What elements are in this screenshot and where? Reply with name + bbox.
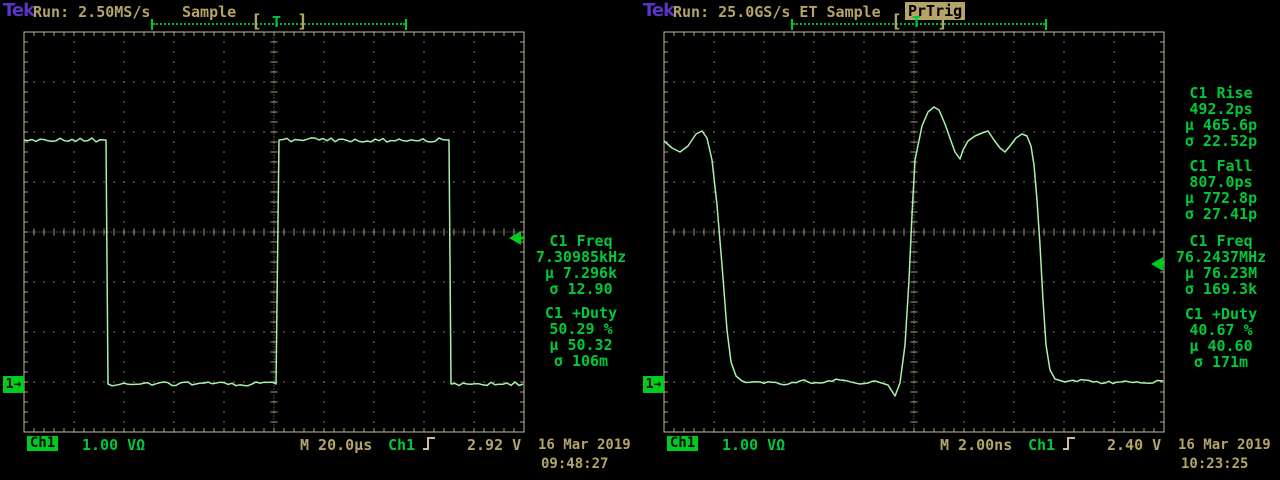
horizontal-scale: M 20.0μs: [300, 436, 373, 454]
scope-right: Tek Run: 25.0GS/s ET Sample PrTrig [ T ]…: [640, 0, 1280, 480]
measurement-value: 76.2437MHz: [1175, 248, 1267, 266]
measurement-value: 807.0ps: [1189, 173, 1253, 191]
vertical-scale: 1.00 VΩ: [82, 436, 146, 454]
channel1-badge: Ch1: [667, 436, 698, 451]
rising-edge-slope-icon: [1063, 437, 1075, 450]
measurement-c1-fall: C1 Fall 807.0ps μ 772.8p σ 27.41p: [1164, 158, 1278, 222]
measurement-mean: μ 7.296k: [544, 264, 618, 282]
record-window-bracket-left: [: [251, 11, 262, 32]
record-window-bracket-left: [: [891, 11, 902, 32]
acquisition-status: Run: 25.0GS/s ET Sample: [673, 3, 881, 21]
acquisition-mode: Sample: [182, 3, 237, 21]
measurement-label: C1 +Duty: [544, 304, 618, 322]
measurement-label: C1 +Duty: [1184, 305, 1258, 323]
record-bar-right-end: [405, 19, 407, 30]
tek-logo: Tek: [643, 0, 675, 21]
measurement-sigma: σ 171m: [1193, 353, 1249, 371]
trigger-level: 2.92 V: [467, 436, 522, 454]
measurement-mean: μ 76.23M: [1184, 264, 1258, 282]
measurement-label: C1 Fall: [1189, 157, 1253, 175]
measurement-sigma: σ 27.41p: [1184, 205, 1258, 223]
measurement-c1-rise: C1 Rise 492.2ps μ 465.6p σ 22.52p: [1164, 85, 1278, 149]
measurement-label: C1 Freq: [1189, 232, 1253, 250]
pretrig-badge: PrTrig: [905, 2, 966, 20]
waveform-trace: [23, 137, 524, 387]
measurement-c1-freq: C1 Freq 7.30985kHz μ 7.296k σ 12.90: [524, 233, 638, 297]
trigger-level-arrow: [509, 231, 521, 245]
trigger-position-t: T: [912, 13, 922, 31]
measurement-mean: μ 772.8p: [1184, 189, 1258, 207]
horizontal-scale: M 2.00ns: [940, 436, 1013, 454]
date-label: 16 Mar 2019: [1178, 437, 1271, 453]
graticule: [663, 31, 1165, 433]
channel1-badge: Ch1: [27, 436, 58, 451]
measurement-value: 50.29 %: [549, 320, 613, 338]
measurement-c1-duty: C1 +Duty 50.29 % μ 50.32 σ 106m: [524, 305, 638, 369]
record-window-bracket-right: ]: [937, 11, 948, 32]
measurement-sigma: σ 169.3k: [1184, 280, 1258, 298]
rising-edge-slope-icon: [423, 437, 435, 450]
acquisition-status: Run: 2.50MS/s: [33, 3, 151, 21]
measurement-sigma: σ 22.52p: [1184, 132, 1258, 150]
graticule: [23, 31, 525, 433]
record-view-bar: [151, 19, 407, 30]
time-label: 10:23:25: [1181, 456, 1249, 472]
measurement-value: 7.30985kHz: [535, 248, 627, 266]
time-label: 09:48:27: [541, 456, 609, 472]
trigger-position-t: T: [272, 13, 282, 31]
trigger-source: Ch1: [388, 436, 416, 454]
measurement-value: 492.2ps: [1189, 100, 1253, 118]
measurement-c1-freq: C1 Freq 76.2437MHz μ 76.23M σ 169.3k: [1164, 233, 1278, 297]
measurement-value: 40.67 %: [1189, 321, 1253, 339]
measurement-label: C1 Freq: [549, 232, 613, 250]
record-bar-left-end: [151, 19, 153, 30]
measurement-mean: μ 40.60: [1189, 337, 1253, 355]
record-view-bar: [791, 19, 1047, 30]
scope-left: Tek Run: 2.50MS/s Sample [ T ] 1→ C1 Fre…: [3, 0, 638, 472]
channel1-ground-marker: 1→: [643, 376, 664, 393]
vertical-scale: 1.00 VΩ: [722, 436, 786, 454]
tek-logo: Tek: [3, 0, 35, 21]
trigger-level-arrow: [1151, 257, 1163, 271]
record-bar-left-end: [791, 19, 793, 30]
measurement-sigma: σ 106m: [553, 352, 609, 370]
waveform-trace: [663, 106, 1164, 397]
measurement-c1-duty: C1 +Duty 40.67 % μ 40.60 σ 171m: [1164, 306, 1278, 370]
measurement-mean: μ 465.6p: [1184, 116, 1258, 134]
date-label: 16 Mar 2019: [538, 437, 631, 453]
channel1-ground-marker: 1→: [3, 376, 24, 393]
measurement-mean: μ 50.32: [549, 336, 613, 354]
measurement-label: C1 Rise: [1189, 84, 1253, 102]
measurement-sigma: σ 12.90: [549, 280, 613, 298]
trigger-source: Ch1: [1028, 436, 1056, 454]
record-window-bracket-right: ]: [297, 11, 308, 32]
trigger-level: 2.40 V: [1107, 436, 1162, 454]
record-bar-right-end: [1045, 19, 1047, 30]
